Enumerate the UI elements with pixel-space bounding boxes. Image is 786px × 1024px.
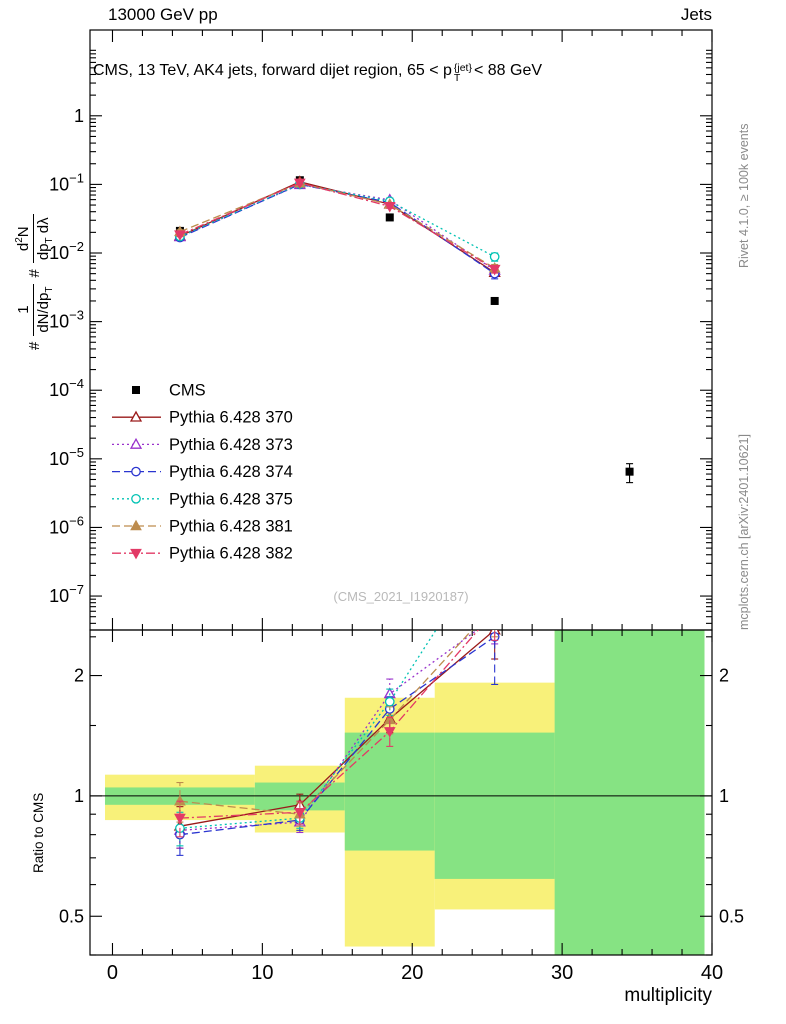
legend-label: Pythia 6.428 382 — [169, 545, 293, 563]
x-tick-label: 10 — [251, 962, 273, 984]
x-axis-label: multiplicity — [624, 985, 712, 1006]
series-line — [179, 182, 496, 270]
x-tick-label: 40 — [701, 962, 723, 984]
axes-ticks — [90, 30, 713, 956]
series-line — [179, 630, 479, 832]
main-y-tick-label: 10−5 — [49, 445, 84, 469]
ratio-y-tick-label: 0.5 — [59, 906, 84, 926]
x-tick-label: 30 — [551, 962, 573, 984]
pt-jet-symbol: {jet} T — [453, 61, 472, 84]
legend-label: Pythia 6.428 373 — [169, 436, 293, 454]
beam-energy-label: 13000 GeV pp — [108, 5, 218, 24]
series-line — [179, 630, 496, 827]
main-series-pythia-6-428-374 — [175, 179, 500, 280]
plot-title-text: CMS, 13 TeV, AK4 jets, forward dijet reg… — [93, 62, 452, 79]
legend-label: Pythia 6.428 375 — [169, 490, 293, 508]
legend-label: CMS — [169, 382, 206, 400]
y-label-fraction-2: d2N dpT dλ — [14, 214, 56, 264]
main-y-tick-label: 10−7 — [49, 582, 84, 606]
y-label-fraction-1: 1 dN/dpT — [14, 283, 56, 336]
ratio-series-pythia-6-428-382 — [174, 630, 499, 838]
analysis-id-watermark: (CMS_2021_I1920187) — [333, 589, 469, 604]
legend-item-pythia-6-428-382: Pythia 6.428 382 — [112, 545, 293, 563]
ratio-y-axis-label: Ratio to CMS — [31, 792, 46, 873]
legend: CMS Pythia 6.428 370 Pythia 6.428 373 Pythi… — [112, 382, 293, 563]
main-series-pythia-6-428-373 — [173, 178, 501, 275]
main-y-tick-label: 1 — [74, 106, 84, 126]
axes-tick-labels: 0 10 20 30 40110−110−210−310−410−510−610−70.… — [49, 106, 744, 984]
main-y-tick-label: 10−1 — [49, 170, 84, 194]
ratio-uncertainty-bands — [104, 630, 705, 955]
ratio-y-tick-label: 1 — [74, 786, 84, 806]
series-line — [179, 630, 473, 815]
legend-item-pythia-6-428-375: Pythia 6.428 375 — [112, 490, 293, 508]
x-tick-label: 20 — [401, 962, 423, 984]
series-line — [179, 183, 496, 275]
main-frame — [89, 29, 713, 631]
analysis-topic-label: Jets — [680, 5, 712, 24]
legend-item-pythia-6-428-374: Pythia 6.428 374 — [112, 463, 293, 481]
series-line — [179, 636, 496, 836]
series-line — [179, 182, 496, 269]
ratio-frame — [89, 629, 713, 956]
main-series-pythia-6-428-382 — [174, 178, 501, 276]
series-line — [179, 184, 496, 271]
x-tick-label: 0 — [107, 962, 118, 984]
ratio-y-tick-label-right: 0.5 — [719, 906, 744, 926]
series-line — [179, 181, 496, 274]
rivet-version-note: Rivet 4.1.0, ≥ 100k events — [737, 123, 751, 268]
legend-label: Pythia 6.428 381 — [169, 518, 293, 536]
plot-title: CMS, 13 TeV, AK4 jets, forward dijet reg… — [93, 61, 543, 84]
legend-item-pythia-6-428-381: Pythia 6.428 381 — [112, 518, 293, 536]
ratio-y-tick-label-right: 1 — [719, 786, 729, 806]
legend-item-pythia-6-428-370: Pythia 6.428 370 — [112, 409, 293, 427]
series-line — [179, 183, 495, 258]
band-inner — [344, 732, 435, 851]
legend-item-pythia-6-428-373: Pythia 6.428 373 — [112, 436, 293, 454]
ratio-y-tick-label: 2 — [74, 666, 84, 686]
mcplots-attribution: mcplots.cern.ch [arXiv:2401.10621] — [737, 434, 751, 630]
band-inner — [434, 732, 555, 879]
legend-item-cms: CMS — [132, 382, 206, 400]
main-y-tick-label: 10−4 — [49, 376, 84, 400]
band-inner — [554, 630, 705, 955]
main-y-axis-label: # 1 dN/dpT # d2N dpT dλ — [14, 211, 56, 350]
legend-label: Pythia 6.428 374 — [169, 463, 293, 481]
legend-label: Pythia 6.428 370 — [169, 409, 293, 427]
series-line — [179, 630, 437, 829]
main-y-tick-label: 10−6 — [49, 513, 84, 537]
ratio-y-tick-label-right: 2 — [719, 666, 729, 686]
